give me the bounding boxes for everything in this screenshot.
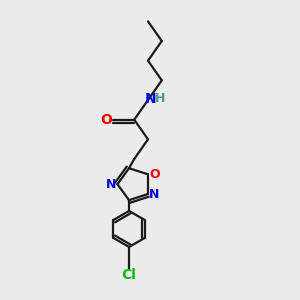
Text: N: N [145, 92, 157, 106]
Text: O: O [149, 168, 160, 181]
Text: O: O [101, 113, 112, 127]
Text: N: N [148, 188, 159, 201]
Text: Cl: Cl [122, 268, 136, 282]
Text: H: H [155, 92, 165, 106]
Text: N: N [106, 178, 117, 191]
